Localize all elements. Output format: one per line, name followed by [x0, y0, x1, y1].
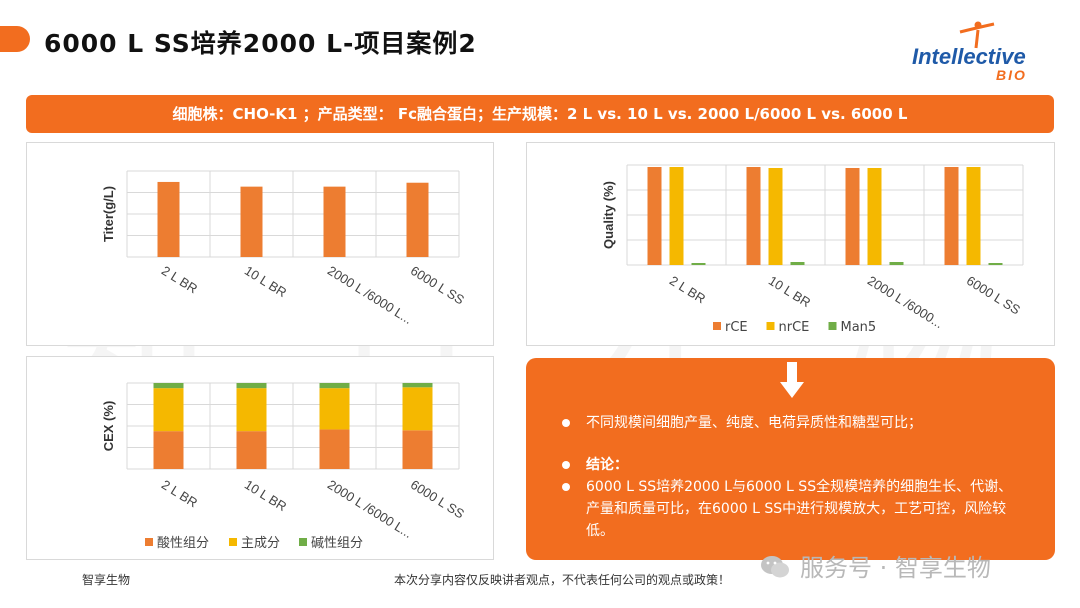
- x-tick-label: 2000 L /6000 L...: [325, 263, 415, 327]
- bar: [691, 263, 706, 265]
- logo-figure-icon: [959, 21, 995, 49]
- y-axis-label: CEX (%): [101, 401, 116, 452]
- x-tick-label: 2 L BR: [159, 263, 200, 297]
- bar: [944, 167, 959, 265]
- titer-chart: Titer(g/L) 2 L BR 10 L BR 2000 L /6000 L...…: [101, 170, 467, 327]
- legend-swatch: [299, 538, 307, 546]
- bar: [323, 186, 346, 257]
- legend-swatch: [828, 322, 837, 330]
- bar-segment: [319, 388, 350, 430]
- page-title: 6000 L SS培养2000 L-项目案例2: [44, 29, 477, 58]
- legend-swatch: [229, 538, 237, 546]
- bullet-icon: [562, 461, 570, 469]
- bar-segment: [153, 431, 184, 469]
- x-tick-label: 6000 L SS: [408, 263, 467, 308]
- x-tick-label: 10 L BR: [242, 263, 289, 300]
- legend-label: rCE: [725, 320, 748, 335]
- title-marker: [0, 26, 30, 52]
- quality-chart: Quality (%) 2 L BR 10 L BR 2000 L /6000... 6…: [601, 164, 1024, 335]
- bar: [867, 168, 882, 265]
- bar-segment: [402, 383, 433, 388]
- bar: [889, 262, 904, 265]
- bar: [157, 181, 180, 257]
- bar: [406, 182, 429, 257]
- bullet-icon: [562, 483, 570, 491]
- wechat-account: 服务号 · 智享生物: [760, 548, 991, 583]
- x-tick-label: 10 L BR: [766, 273, 813, 310]
- bar: [966, 167, 981, 265]
- bar: [988, 263, 1003, 265]
- bar-segment: [319, 429, 350, 469]
- bar: [240, 186, 263, 257]
- footer-brand: 智享生物: [82, 573, 131, 587]
- x-tick-label: 2000 L /6000 L...: [325, 477, 415, 541]
- legend-swatch: [713, 322, 721, 330]
- bullet-icon: [562, 419, 570, 427]
- x-tick-label: 6000 L SS: [964, 273, 1023, 318]
- x-tick-label: 2 L BR: [667, 273, 708, 307]
- legend-swatch: [766, 322, 775, 330]
- down-arrow-icon: [780, 362, 804, 398]
- project-info-banner: 细胞株：CHO-K1 ；产品类型： Fc融合蛋白；生产规模：2 L vs. 10…: [26, 95, 1054, 133]
- legend-label: 主成分: [241, 536, 280, 551]
- y-axis-label: Titer(g/L): [101, 186, 116, 242]
- bar-segment: [236, 388, 267, 432]
- cex-chart-panel: CEX (%) 2 L BR 10 L BR 2000 L /6000 L... 600…: [26, 356, 494, 560]
- bar: [746, 167, 761, 265]
- company-logo: Intellective BIO: [912, 20, 1052, 86]
- legend-label: nrCE: [779, 320, 810, 335]
- bar-segment: [153, 383, 184, 389]
- bar-segment: [153, 388, 184, 432]
- wechat-label: 服务号 · 智享生物: [800, 554, 991, 582]
- x-tick-label: 2 L BR: [159, 477, 200, 511]
- legend-label: 碱性组分: [311, 536, 363, 551]
- x-tick-label: 6000 L SS: [408, 477, 467, 522]
- bar-segment: [236, 383, 267, 389]
- bar: [647, 167, 662, 265]
- x-tick-label: 2000 L /6000...: [865, 273, 946, 331]
- logo-subtext: BIO: [996, 67, 1027, 83]
- bar-segment: [236, 431, 267, 469]
- wechat-icon: [761, 556, 789, 578]
- y-axis-label: Quality (%): [601, 181, 616, 249]
- bar: [845, 168, 860, 265]
- bar-segment: [319, 383, 350, 389]
- bar-segment: [402, 430, 433, 469]
- legend-swatch: [145, 538, 153, 546]
- quality-chart-panel: Quality (%) 2 L BR 10 L BR 2000 L /6000... 6…: [526, 142, 1055, 346]
- legend-label: Man5: [841, 320, 877, 335]
- bar: [790, 262, 805, 265]
- bar-segment: [402, 387, 433, 431]
- logo-text: Intellective: [912, 44, 1026, 69]
- legend-label: 酸性组分: [157, 536, 209, 551]
- bar: [669, 167, 684, 265]
- summary-box: 不同规模间细胞产量、纯度、电荷异质性和糖型可比； 结论： 6000 L SS培养…: [526, 358, 1055, 560]
- cex-chart: CEX (%) 2 L BR 10 L BR 2000 L /6000 L...600…: [101, 382, 467, 551]
- bar: [768, 168, 783, 265]
- titer-chart-panel: Titer(g/L) 2 L BR 10 L BR 2000 L /6000 L...…: [26, 142, 494, 346]
- x-tick-label: 10 L BR: [242, 477, 289, 514]
- footer-disclaimer: 本次分享内容仅反映讲者观点，不代表任何公司的观点或政策！: [394, 573, 731, 587]
